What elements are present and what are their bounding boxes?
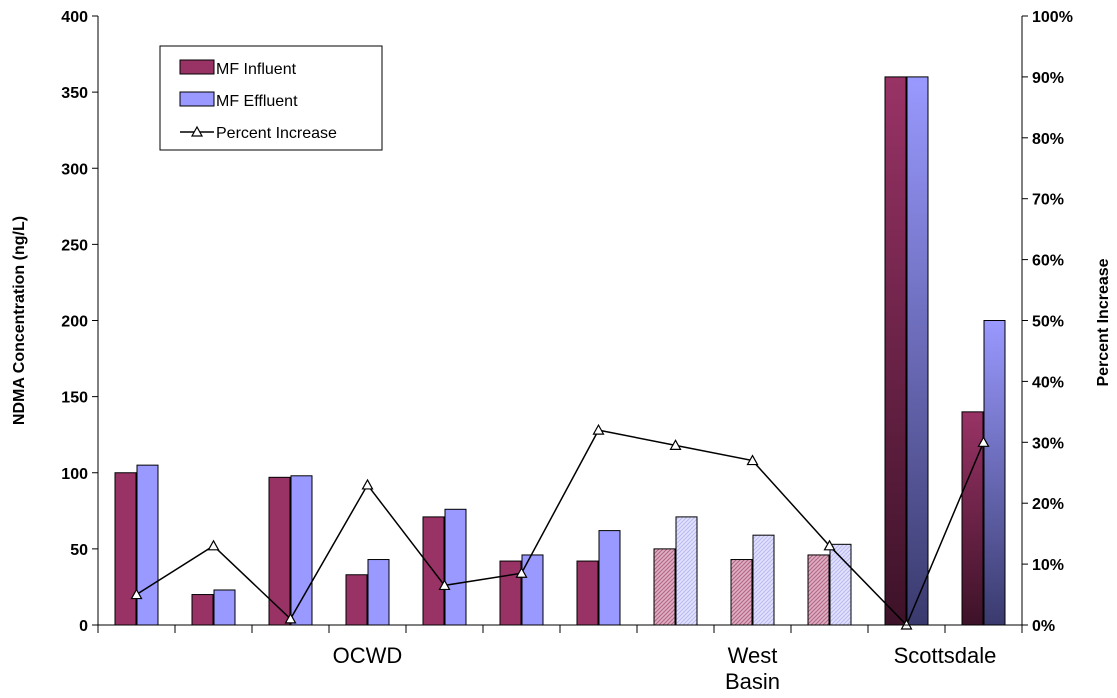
right-tick-label: 50% xyxy=(1032,314,1064,331)
group-label: Scottsdale xyxy=(894,643,997,668)
right-tick-label: 0% xyxy=(1032,618,1055,635)
legend-swatch-mf-influent xyxy=(179,59,215,75)
percent-increase-marker xyxy=(977,436,990,447)
left-tick-label: 400 xyxy=(61,9,88,26)
bar-mf-influent xyxy=(268,476,291,626)
bar-mf-effluent xyxy=(367,559,390,626)
bar-mf-influent xyxy=(653,548,676,626)
legend: MF Influent MF Effluent Percent Increase xyxy=(159,45,383,151)
bar-mf-influent xyxy=(576,560,599,626)
right-tick-label: 70% xyxy=(1032,192,1064,209)
left-tick-label: 200 xyxy=(61,314,88,331)
bar-mf-effluent xyxy=(136,464,159,626)
percent-increase-marker xyxy=(284,612,297,624)
axes-layer xyxy=(92,15,1028,633)
percent-increase-marker xyxy=(746,454,759,466)
bar-mf-influent xyxy=(807,554,830,626)
left-tick-label: 0 xyxy=(79,618,88,635)
right-tick-label: 10% xyxy=(1032,557,1064,574)
right-tick-label: 100% xyxy=(1032,9,1073,26)
labels-layer: 0 50 100 150 200 250 300 350 400 0% 10% 20% 30% 40% 50… xyxy=(11,9,1112,694)
right-tick-label: 40% xyxy=(1032,374,1064,391)
percent-increase-line xyxy=(136,429,985,627)
legend-label: MF Influent xyxy=(216,61,297,78)
right-tick-label: 60% xyxy=(1032,253,1064,270)
bar-mf-effluent xyxy=(983,320,1006,626)
left-tick-label: 300 xyxy=(61,161,88,178)
group-label: OCWD xyxy=(333,643,403,668)
bar-mf-influent xyxy=(191,594,214,626)
legend-label: MF Effluent xyxy=(216,93,298,110)
right-tick-label: 80% xyxy=(1032,131,1064,148)
percent-increase-marker xyxy=(669,439,682,450)
bar-mf-influent xyxy=(499,560,522,626)
left-tick-label: 150 xyxy=(61,390,88,407)
bar-mf-influent xyxy=(114,472,137,626)
percent-line-layer xyxy=(130,423,990,630)
left-tick-label: 350 xyxy=(61,85,88,102)
legend-label: Percent Increase xyxy=(216,125,337,142)
left-tick-label: 250 xyxy=(61,237,88,254)
bar-mf-effluent xyxy=(444,508,467,626)
bar-mf-effluent xyxy=(598,530,621,626)
left-tick-label: 100 xyxy=(61,466,88,483)
bar-mf-effluent xyxy=(290,475,313,626)
legend-swatch-mf-effluent xyxy=(179,91,215,107)
y-axis-title: NDMA Concentration (ng/L) xyxy=(11,216,28,425)
bar-mf-influent xyxy=(730,559,753,626)
bar-mf-influent xyxy=(884,76,907,626)
group-label: Basin xyxy=(725,669,780,693)
bar-mf-influent xyxy=(345,574,368,626)
y2-axis-title: Percent Increase xyxy=(1095,258,1112,386)
percent-increase-marker xyxy=(130,588,143,600)
bar-mf-effluent xyxy=(906,76,929,626)
right-tick-label: 90% xyxy=(1032,70,1064,87)
legend-triangle-icon xyxy=(190,125,204,137)
right-tick-label: 20% xyxy=(1032,496,1064,513)
percent-increase-marker xyxy=(515,566,528,578)
bar-mf-effluent xyxy=(213,589,236,626)
bars-layer xyxy=(114,76,1006,626)
left-tick-label: 50 xyxy=(70,542,88,559)
percent-increase-marker xyxy=(438,579,451,591)
group-label: West xyxy=(728,643,778,668)
percent-increase-marker xyxy=(207,539,220,551)
percent-increase-marker xyxy=(823,539,836,551)
percent-increase-marker xyxy=(592,423,605,435)
bar-mf-effluent xyxy=(752,534,775,626)
bar-mf-effluent xyxy=(675,516,698,626)
right-tick-label: 30% xyxy=(1032,435,1064,452)
percent-increase-marker xyxy=(361,478,374,490)
